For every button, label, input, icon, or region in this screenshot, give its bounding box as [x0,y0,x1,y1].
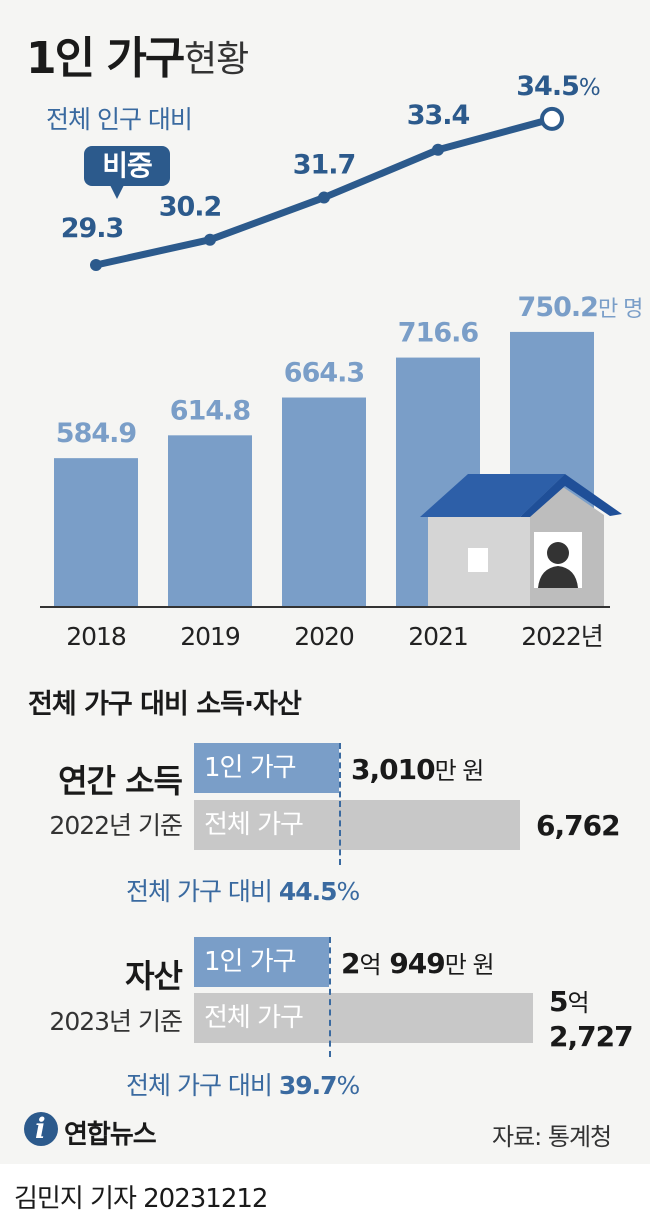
income-total-bar: 전체 가구 [194,800,520,850]
house-roof [420,474,565,517]
share-label-2018: 29.3 [61,213,124,244]
income-single-label: 1인 가구 [204,753,297,783]
page-title: 1인 가구 [26,33,185,84]
category-label-2020: 2020 [294,622,354,651]
line-caption: 전체 인구 대비 [46,105,193,134]
category-label-2021: 2021 [408,622,468,651]
person-body-icon [538,566,578,588]
assets-basis: 2023년 기준 [49,1007,183,1036]
share-point-2022 [540,106,564,131]
house-roof-side [520,474,622,517]
assets-title: 자산 [125,957,183,995]
page-subtitle: 현황 [184,39,249,80]
bar-label-2019: 614.8 [170,395,251,426]
category-label-2018: 2018 [66,622,126,651]
assets-total-label: 전체 가구 [204,1003,304,1033]
share-point-2020 [318,191,330,204]
section-title: 전체 가구 대비 소득·자산 [28,689,302,720]
income-single-value: 3,010만 원 [351,753,484,786]
share-label-2019: 30.2 [159,192,222,223]
yonhap-logo-icon [24,1112,58,1146]
bar-label-2021: 716.6 [398,318,479,349]
source: 자료: 통계청 [492,1123,612,1151]
person-head-icon [547,542,569,564]
logo-text: 연합뉴스 [64,1120,157,1150]
assets-ratio-line [329,937,331,1057]
share-point-2018 [90,259,102,271]
house-window [468,548,488,572]
assets-ratio: 전체 가구 대비 39.7% [126,1071,360,1100]
income-total-label: 전체 가구 [204,810,304,840]
chart-svg: 584.9 2018 614.8 2019 664.3 2020 716.6 2021 750.… [40,71,643,651]
share-point-2021 [432,143,444,156]
assets-single-label: 1인 가구 [204,947,297,977]
category-label-2019: 2019 [180,622,240,651]
share-point-2019 [204,233,216,246]
assets-single-value: 2억 949만 원 [341,947,495,980]
income-ratio-line [339,743,341,865]
bar-label-2020: 664.3 [284,358,364,389]
line-badge: 비중 [84,146,170,199]
share-label-2020: 31.7 [293,150,356,181]
assets-single-bar: 1인 가구 [194,937,329,987]
assets-total-bar: 전체 가구 [194,993,533,1043]
share-label-2021: 33.4 [407,100,470,131]
bar-2020 [282,397,366,607]
category-label-2022: 2022년 [521,622,603,651]
byline: 김민지 기자 20231212 [14,1184,268,1214]
income-single-bar: 1인 가구 [194,743,339,793]
bar-2019 [168,435,252,607]
income-ratio: 전체 가구 대비 44.5% [126,877,360,906]
bar-label-2022: 750.2만 명 [518,292,643,323]
assets-total-value: 5억 2,727 [549,985,634,1053]
share-label-2022: 34.5% [516,71,600,102]
bar-label-2018: 584.9 [56,418,137,449]
income-total-value: 6,762 [536,809,621,842]
income-title: 연간 소득 [58,762,183,800]
bar-2018 [54,458,138,607]
income-basis: 2022년 기준 [49,811,183,840]
